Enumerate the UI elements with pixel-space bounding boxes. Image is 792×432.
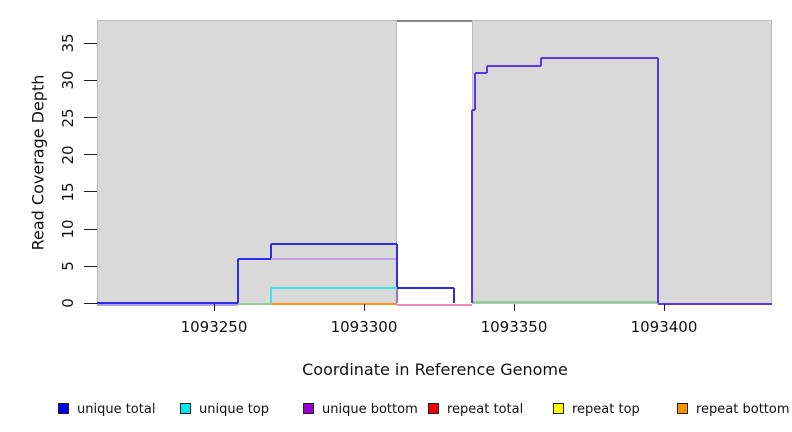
coverage-line-segment (271, 303, 397, 306)
y-axis-tick (84, 191, 97, 193)
y-axis-tick (84, 228, 97, 230)
coverage-line-segment (238, 303, 271, 306)
x-tick-label: 1093350 (480, 318, 548, 336)
coverage-line-segment (396, 243, 398, 289)
legend-label: unique top (199, 402, 270, 417)
y-axis-tick (84, 302, 97, 304)
coverage-line-segment (475, 71, 487, 74)
coverage-line-segment (486, 65, 488, 73)
coverage-line-segment (540, 58, 542, 66)
legend-swatch-icon (677, 403, 688, 414)
coverage-line-segment (487, 64, 541, 67)
x-tick-label: 1093400 (630, 318, 698, 336)
x-axis-tick (363, 304, 365, 311)
coverage-line-segment (541, 57, 658, 60)
coverage-line-segment (472, 109, 475, 112)
gap-top-border (397, 19, 472, 22)
y-axis-tick (84, 117, 97, 119)
legend-swatch-icon (58, 403, 69, 414)
legend-swatch-icon (303, 403, 314, 414)
coverage-line-segment (657, 58, 659, 304)
legend-swatch-icon (428, 403, 439, 414)
y-axis-tick (84, 154, 97, 156)
coverage-line-segment (453, 288, 455, 304)
gap-region (397, 19, 472, 304)
coverage-line-segment (271, 287, 397, 290)
x-axis-label: Coordinate in Reference Genome (302, 360, 568, 379)
legend-label: unique bottom (322, 402, 418, 417)
x-axis-tick (663, 304, 665, 311)
y-axis-tick (84, 79, 97, 81)
covered-region (472, 19, 772, 304)
coverage-line-segment (397, 304, 472, 307)
legend-label: repeat bottom (696, 402, 790, 417)
legend-swatch-icon (180, 403, 191, 414)
coverage-line-segment (271, 257, 397, 260)
x-tick-label: 1093250 (180, 318, 248, 336)
y-axis-tick (84, 265, 97, 267)
covered-region (97, 19, 397, 304)
coverage-line-segment (271, 242, 397, 245)
y-axis-tick (84, 42, 97, 44)
coverage-line-segment (238, 257, 271, 260)
legend-label: repeat total (447, 402, 524, 417)
coverage-line-segment (270, 288, 272, 304)
x-axis-tick (213, 304, 215, 311)
x-tick-label: 1093300 (330, 318, 398, 336)
legend-label: unique total (77, 402, 156, 417)
coverage-line-segment (270, 243, 272, 259)
x-axis-tick (513, 304, 515, 311)
coverage-line-segment (97, 302, 238, 305)
coverage-line-segment (658, 303, 772, 306)
coverage-line-segment (472, 301, 658, 304)
coverage-line-segment (237, 258, 239, 304)
legend-swatch-icon (553, 403, 564, 414)
coverage-line-segment (97, 304, 238, 307)
coverage-line-segment (471, 110, 473, 304)
coverage-line-segment (397, 287, 454, 290)
coverage-line-segment (474, 72, 476, 111)
legend-label: repeat top (572, 402, 640, 417)
